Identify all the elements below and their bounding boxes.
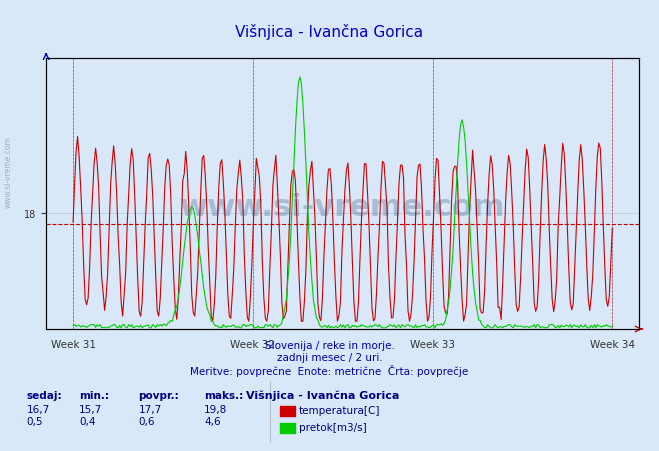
Text: www.si-vreme.com: www.si-vreme.com [3, 135, 13, 207]
Text: Višnjica - Ivančna Gorica: Višnjica - Ivančna Gorica [235, 23, 424, 40]
Text: www.si-vreme.com: www.si-vreme.com [180, 193, 505, 222]
Text: Višnjica - Ivančna Gorica: Višnjica - Ivančna Gorica [246, 390, 399, 400]
Text: 19,8: 19,8 [204, 404, 227, 414]
Text: sedaj:: sedaj: [26, 390, 62, 400]
Text: zadnji mesec / 2 uri.: zadnji mesec / 2 uri. [277, 353, 382, 363]
Text: pretok[m3/s]: pretok[m3/s] [299, 422, 366, 432]
Text: 4,6: 4,6 [204, 416, 221, 426]
Text: 0,4: 0,4 [79, 416, 96, 426]
Text: povpr.:: povpr.: [138, 390, 179, 400]
Text: 16,7: 16,7 [26, 404, 49, 414]
Text: Meritve: povprečne  Enote: metrične  Črta: povprečje: Meritve: povprečne Enote: metrične Črta:… [190, 364, 469, 376]
Text: 15,7: 15,7 [79, 404, 102, 414]
Text: maks.:: maks.: [204, 390, 244, 400]
Text: temperatura[C]: temperatura[C] [299, 405, 380, 415]
Text: min.:: min.: [79, 390, 109, 400]
Text: Slovenija / reke in morje.: Slovenija / reke in morje. [264, 340, 395, 350]
Text: 17,7: 17,7 [138, 404, 161, 414]
Text: 0,5: 0,5 [26, 416, 43, 426]
Text: 0,6: 0,6 [138, 416, 155, 426]
